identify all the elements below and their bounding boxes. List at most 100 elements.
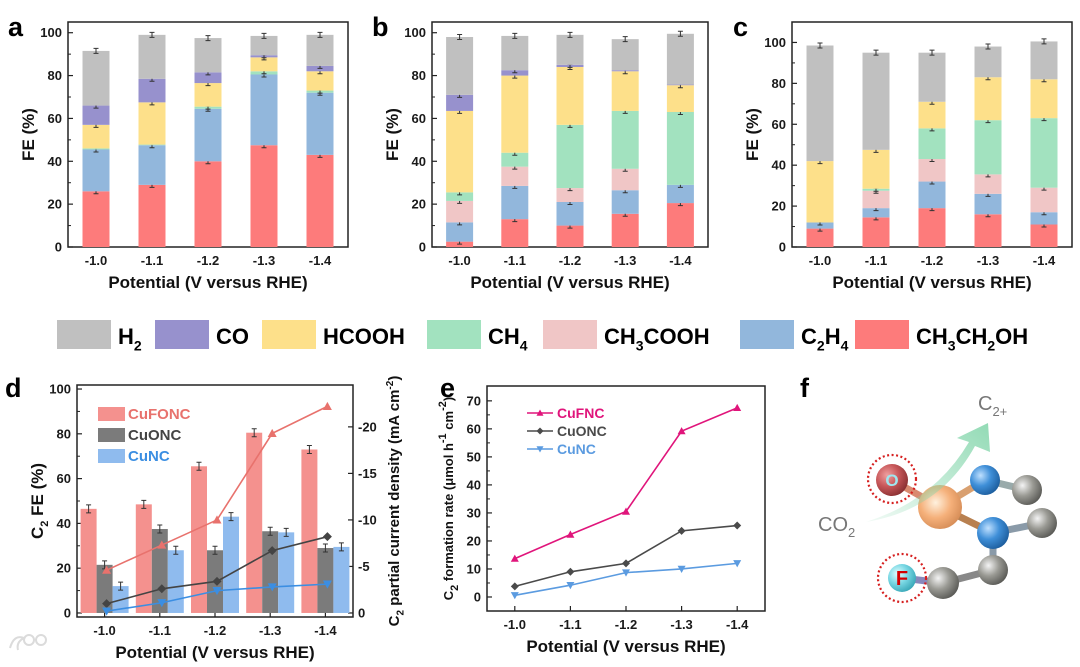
legend-swatch: [855, 320, 909, 349]
product-label: C2+: [978, 393, 1007, 419]
bar-segment-ch3ch2oh: [862, 217, 890, 247]
bar-segment-hcooh: [918, 101, 946, 129]
bar-segment-ch3ch2oh: [306, 154, 334, 247]
bar-segment-h2: [138, 34, 166, 79]
bar-segment-co: [82, 105, 110, 125]
x-tick-label: -1.3: [259, 623, 281, 638]
y-tick-label: 30: [467, 505, 481, 520]
bar-segment-co: [666, 84, 694, 86]
stacked-fe-chart-b: 0 20 40 60 80 100 -1.0 -1.1 -1.2 -1.3 -1.4Potentia…: [383, 21, 709, 292]
x-axis-title: Potential (V versus RHE): [832, 273, 1031, 292]
bar-segment-ch3ch2oh: [556, 225, 584, 247]
bar-segment-h2: [501, 35, 529, 71]
bar-cunc: [278, 532, 295, 613]
bar-segment-h2: [556, 34, 584, 65]
bar-cufonc: [80, 508, 97, 613]
y-tick-label: 60: [57, 471, 71, 486]
bar-cuonc: [262, 531, 279, 613]
error-bar: [317, 31, 323, 38]
x-tick-label: -1.2: [559, 253, 581, 268]
legend-label: CH3COOH: [604, 324, 710, 354]
error-bar: [228, 512, 234, 522]
marker-diamond: [157, 584, 167, 594]
x-tick-label: -1.2: [197, 253, 219, 268]
atom-f: [888, 564, 916, 592]
bar-segment-ch3ch2oh: [806, 228, 834, 247]
bar-segment-h2: [194, 38, 222, 73]
y2-tick-label: -5: [358, 559, 370, 574]
marker-triangle: [102, 565, 112, 574]
bar-segment-ch3ch2oh: [666, 203, 694, 247]
panel-label-b: b: [372, 12, 389, 42]
legend-label: H2: [118, 324, 142, 354]
bar-segment-ch3cooh: [1030, 187, 1058, 213]
y-tick-label: 0: [779, 240, 786, 255]
y-axis-title: FE (%): [743, 108, 762, 161]
bar-cunc: [167, 550, 184, 613]
bar-cuonc: [317, 548, 334, 613]
marker-triangle-down: [566, 582, 575, 590]
bar-segment-ch3ch2oh: [918, 208, 946, 247]
error-bar: [873, 49, 879, 56]
y-tick-label: 60: [772, 117, 786, 132]
bar-segment-c2h4: [806, 222, 834, 229]
bar-segment-co: [194, 72, 222, 84]
marker-triangle-down: [322, 580, 332, 589]
error-bar: [338, 542, 344, 552]
marker-diamond: [677, 526, 686, 535]
marker-triangle: [322, 401, 332, 411]
bar-segment-ch3ch2oh: [250, 145, 278, 247]
error-bar: [457, 34, 463, 40]
bar-segment-c2h4: [611, 190, 639, 214]
legend-label: CH3CH2OH: [916, 324, 1028, 354]
error-bar: [567, 31, 573, 38]
x-tick-label: -1.3: [977, 253, 999, 268]
bar-segment-ch3ch2oh: [974, 214, 1002, 247]
y-tick-label: 100: [404, 25, 426, 40]
x-tick-label: -1.1: [865, 253, 887, 268]
bar-cuonc: [151, 528, 168, 613]
marker-triangle: [267, 428, 277, 437]
x-tick-label: -1.4: [314, 623, 337, 638]
bar-segment-ch3ch2oh: [1030, 224, 1058, 247]
marker-diamond: [212, 576, 222, 586]
error-bar: [93, 47, 99, 54]
bar-segment-h2: [1030, 41, 1058, 80]
x-axis-title: Potential (V versus RHE): [108, 273, 307, 292]
marker-triangle: [536, 409, 544, 416]
bar-cufonc: [135, 504, 152, 613]
bar-segment-ch3ch2oh: [501, 219, 529, 247]
error-bar: [173, 545, 179, 555]
x-tick-label: -1.0: [448, 253, 470, 268]
error-bar: [261, 32, 267, 39]
x-tick-label: -1.1: [141, 253, 163, 268]
y-axis-title: FE (%): [383, 108, 402, 161]
bar-segment-c2h4: [974, 193, 1002, 215]
c2-fe-chart-d: 0 20 40 60 80 100 -1.0 -1.1 -1.2 -1.3 -1.4Potentia…: [28, 376, 407, 662]
bar-segment-ch4: [501, 152, 529, 167]
legend-swatch: [57, 320, 111, 349]
bar-segment-hcooh: [138, 102, 166, 145]
y-tick-label: 40: [772, 158, 786, 173]
highlight-circle-f: [876, 552, 928, 604]
x-tick-label: -1.0: [504, 617, 526, 632]
bar-segment-ch3cooh: [556, 188, 584, 202]
bar-segment-ch4: [446, 192, 474, 201]
legend-swatch: [155, 320, 209, 349]
error-bar: [929, 49, 935, 56]
y-tick-label: 0: [55, 240, 62, 255]
x-tick-label: -1.4: [1033, 253, 1056, 268]
panel-f-illustration: O F CO2 C2+: [818, 393, 1057, 604]
y-axis-title: FE (%): [19, 108, 38, 161]
bar-segment-ch3cooh: [611, 168, 639, 191]
legend-swatch: [543, 320, 597, 349]
atom-o: [876, 464, 908, 496]
atom-c: [927, 567, 959, 599]
atom-n: [970, 465, 1000, 495]
panel-label-d: d: [5, 373, 22, 403]
marker-triangle: [733, 403, 742, 412]
y-tick-label: 70: [467, 393, 481, 408]
error-bar: [157, 524, 163, 534]
atom-c: [1012, 475, 1042, 505]
bar-segment-hcooh: [974, 77, 1002, 121]
